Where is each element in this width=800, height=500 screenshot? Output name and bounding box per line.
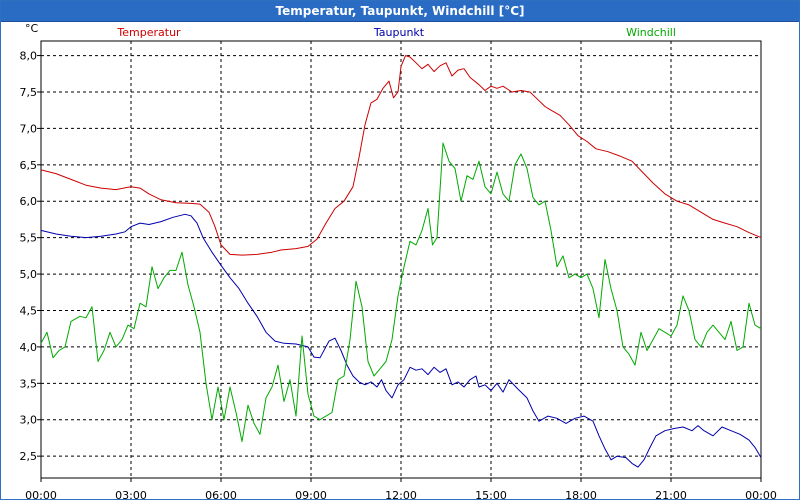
x-tick-time: 09:00 (295, 489, 327, 500)
x-tick-time: 03:00 (115, 489, 147, 500)
y-tick-label: 4,0 (20, 341, 38, 354)
x-tick-time: 15:00 (475, 489, 507, 500)
series-line-taupunkt (40, 213, 762, 468)
grid-lines (41, 41, 761, 478)
y-tick-label: 6,5 (20, 159, 38, 172)
window-title: Temperatur, Taupunkt, Windchill [°C] (1, 1, 799, 22)
y-tick-label: 8,0 (20, 50, 38, 63)
legend-item-taupunkt: Taupunkt (373, 26, 425, 39)
y-tick-label: 3,5 (20, 377, 38, 390)
legend: Temperatur Taupunkt Windchill (116, 26, 676, 39)
x-tick-time: 00:00 (25, 489, 57, 500)
x-tick-time: 18:00 (565, 489, 597, 500)
x-tick-time: 00:00 (745, 489, 777, 500)
series-line-temperatur (40, 55, 762, 256)
y-tick-label: 5,5 (20, 232, 38, 245)
x-tick-time: 21:00 (655, 489, 687, 500)
legend-item-temperatur: Temperatur (116, 26, 181, 39)
y-tick-label: 7,5 (20, 86, 38, 99)
y-tick-label: 3,0 (20, 414, 38, 427)
y-axis: 2,5 3,0 3,5 4,0 4,5 5,0 5,5 6,0 6,5 7,0 7,5 8,0 (20, 50, 41, 463)
y-tick-label: 7,0 (20, 122, 38, 135)
y-tick-label: 2,5 (20, 450, 38, 463)
x-tick-time: 06:00 (205, 489, 237, 500)
y-tick-label: 6,0 (20, 195, 38, 208)
y-tick-label: 4,5 (20, 304, 38, 317)
y-tick-label: 5,0 (20, 268, 38, 281)
x-axis: 00:0023.03.1803:0023.03.1806:0023.03.180… (25, 478, 777, 500)
series-lines (40, 55, 762, 468)
y-axis-unit: °C (25, 22, 39, 35)
line-chart: 2,5 3,0 3,5 4,0 4,5 5,0 5,5 6,0 6,5 7,0 7,5 8,0 00:… (20, 22, 777, 500)
x-tick-time: 12:00 (385, 489, 417, 500)
series-line-windchill (40, 142, 762, 443)
legend-item-windchill: Windchill (626, 26, 676, 39)
